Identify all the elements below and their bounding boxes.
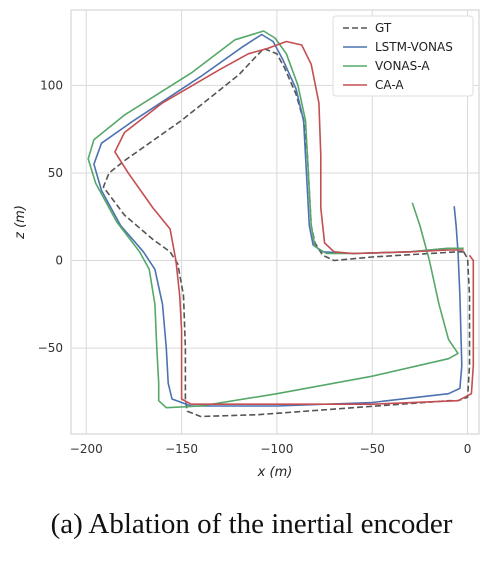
series-line-vonas-a — [87, 30, 464, 409]
x-tick-label: −100 — [260, 442, 293, 456]
trajectory-chart: −200 −150 −100 −50 0 −50 0 50 100 x (m) z (m) GT… — [13, 9, 480, 480]
legend-label: CA-A — [375, 78, 404, 92]
series-line-lstm-vonas — [93, 33, 463, 407]
tick-labels: −200 −150 −100 −50 0 −50 0 50 100 — [38, 78, 472, 456]
x-axis-label: x (m) — [257, 465, 293, 480]
legend: GT LSTM-VONAS VONAS-A CA-A — [332, 15, 474, 97]
legend-label: LSTM-VONAS — [375, 40, 453, 54]
y-tick-label: 100 — [40, 78, 63, 92]
x-tick-label: −50 — [360, 442, 385, 456]
legend-label: VONAS-A — [375, 59, 430, 73]
figure-caption: (a) Ablation of the inertial encoder — [50, 508, 453, 540]
legend-label: GT — [375, 21, 392, 35]
series-lines — [87, 30, 475, 418]
series-line-ca-a — [114, 40, 475, 405]
legend-box — [332, 15, 474, 97]
y-tick-label: 0 — [55, 254, 63, 268]
x-tick-label: 0 — [464, 442, 472, 456]
x-tick-label: −200 — [70, 442, 103, 456]
y-tick-label: 50 — [48, 166, 63, 180]
y-axis-label: z (m) — [13, 205, 28, 240]
y-tick-label: −50 — [38, 341, 63, 355]
x-tick-label: −150 — [165, 442, 198, 456]
